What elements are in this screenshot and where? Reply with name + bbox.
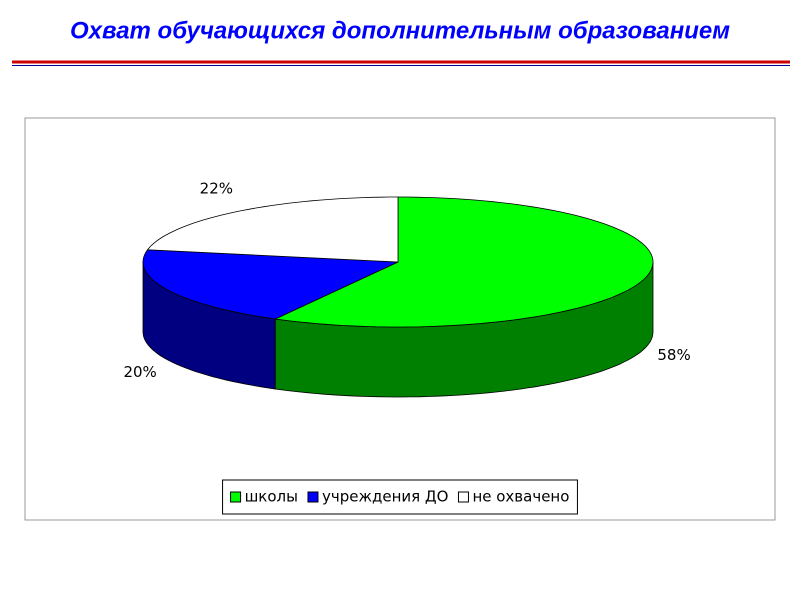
plot: 58% 20% 22% школы учреждения ДО не охвачено [123, 179, 691, 515]
chart-title: Охват обучающихся дополнительным образов… [70, 17, 730, 44]
value-label: 20% [123, 363, 156, 381]
slice [146, 196, 399, 263]
legend-label: школы [245, 488, 298, 506]
legend-swatch [307, 491, 319, 503]
legend-label: учреждения ДО [322, 488, 448, 506]
legend-swatch [457, 491, 469, 503]
legend-label: не охвачено [472, 488, 569, 506]
slice [273, 196, 654, 328]
legend [222, 479, 578, 515]
value-label: 22% [200, 179, 233, 197]
slice [142, 249, 399, 320]
value-label: 58% [657, 346, 690, 364]
legend-swatch [230, 491, 242, 503]
